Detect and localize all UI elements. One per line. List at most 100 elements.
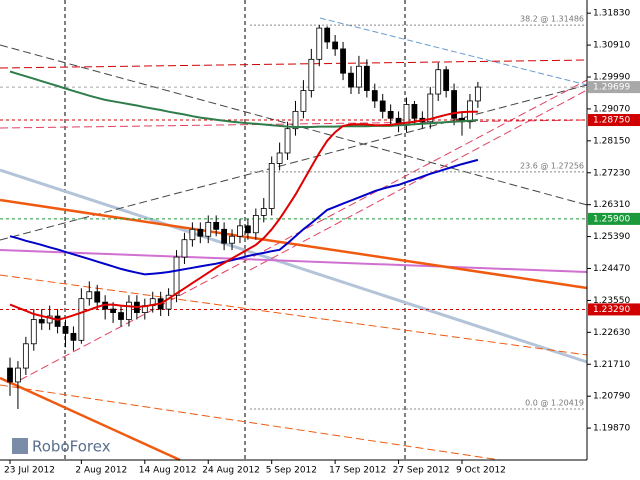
candle-body [173,256,180,296]
candle-body [118,312,124,320]
price-tag-label: 1.29699 [593,83,630,93]
trendline [0,274,588,356]
candle-body [189,228,196,241]
candle-body [54,315,61,327]
trendline [0,198,588,290]
candle-body [379,100,386,112]
candle-body [324,27,331,43]
y-tick-label: 1.19870 [593,424,630,434]
y-tick-label: 1.22630 [593,328,630,338]
fib-label: 23.6 @ 1.27256 [520,161,584,170]
candle-body [46,315,53,324]
price-tag-label: 1.28750 [593,116,630,126]
candle-body [244,225,251,234]
y-tick-label: 1.26310 [593,200,630,210]
candle-body [435,69,442,95]
candle-body [316,27,323,60]
candle-body [30,319,37,345]
candle-body [260,208,267,216]
candle-body [451,90,457,119]
candle-body [387,110,394,119]
y-tick-label: 1.27230 [593,168,630,178]
candle-body [70,332,77,341]
x-tick-label: 5 Sep 2012 [266,466,317,476]
price-tag-label: 1.23290 [593,305,630,315]
price-tag [588,114,640,127]
candle-body [300,90,307,112]
trendline [0,168,588,364]
candle-body [268,162,275,209]
candle-body [371,90,378,102]
y-tick-label: 1.21710 [593,360,630,370]
fib-label: 38.2 @ 1.31486 [520,15,584,24]
candle-body [443,69,450,91]
y-tick-label: 1.30910 [593,41,630,51]
candle-body [38,319,45,324]
trendline [0,384,501,461]
candle-body [427,93,434,123]
candle-body [356,65,362,88]
trendline [319,17,588,86]
y-tick-label: 1.29990 [593,73,630,83]
candle-body [284,128,291,154]
candle-body [22,343,29,369]
y-tick-label: 1.28150 [593,136,630,146]
candle-body [86,291,93,300]
candle-body [110,308,116,313]
y-tick-label: 1.25390 [593,232,630,242]
candle-body [78,298,85,341]
y-tick-label: 1.20790 [593,392,630,402]
candle-body [308,58,315,91]
candle-body [340,48,346,74]
price-tag [588,303,640,316]
logo-text: RoboForex [32,438,111,456]
moving-average [9,70,478,128]
trendline [0,376,181,462]
y-tick-label: 1.23550 [593,296,630,306]
candle-body [197,228,204,237]
x-tick-label: 17 Sep 2012 [329,466,386,476]
price-tag [588,212,640,225]
x-tick-label: 9 Oct 2012 [456,466,506,476]
candle-body [213,221,220,230]
fib-label: 0.0 @ 1.20419 [525,399,584,408]
x-tick-label: 2 Aug 2012 [75,466,127,476]
trendline [19,79,588,381]
moving-average [9,110,478,321]
candle-body [165,294,172,310]
x-tick-label: 14 Aug 2012 [139,466,197,476]
trendline [0,249,588,273]
logo-icon [12,438,28,454]
candle-body [276,152,283,164]
x-tick-label: 27 Sep 2012 [393,466,450,476]
candle-body [94,291,101,303]
logo: RoboForex [12,438,111,456]
y-tick-label: 1.24470 [593,264,630,274]
candle-body [7,367,13,383]
candle-body [15,367,21,383]
price-tag [588,81,640,94]
price-tag-label: 1.25900 [593,214,630,224]
candle-body [292,110,299,130]
candle-body [474,86,481,102]
trendline [0,59,588,69]
y-tick-label: 1.29070 [593,104,630,114]
y-tick-label: 1.31830 [593,9,630,19]
candle-body [181,239,188,258]
candle-body [229,235,235,244]
candle-body [411,104,418,119]
candle-body [363,65,370,91]
candle-body [221,228,228,244]
candle-body [252,215,259,234]
x-tick-label: 23 Jul 2012 [4,466,55,476]
candle-body [237,225,243,237]
candle-body [348,72,354,88]
candle-body [126,301,132,320]
candle-body [62,326,69,334]
x-tick-label: 24 Aug 2012 [202,466,260,476]
candle-body [332,41,339,50]
moving-average [9,158,479,276]
candle-body [205,221,212,237]
